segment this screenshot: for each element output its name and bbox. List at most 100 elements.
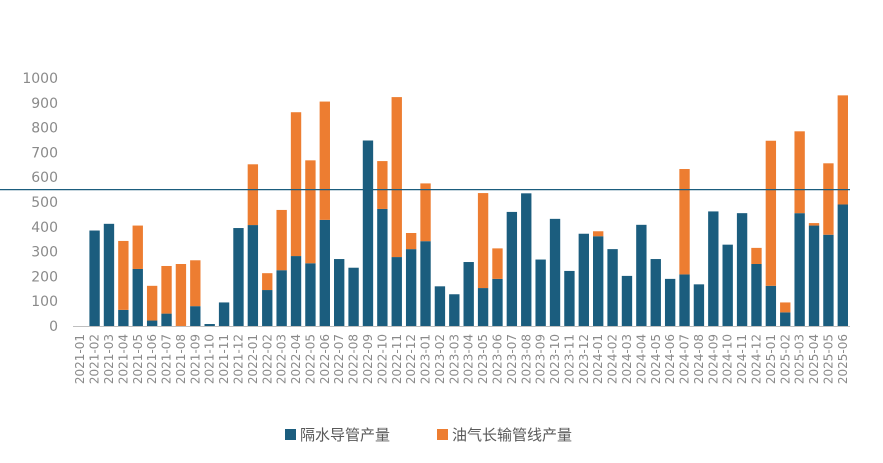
bar-riser-pipe <box>348 267 359 326</box>
bar-riser-pipe <box>334 259 345 326</box>
bar-riser-pipe <box>578 233 589 326</box>
x-tick-label: 2025-01 <box>764 334 778 384</box>
bar-riser-pipe <box>161 313 172 326</box>
bar-pipeline <box>405 233 417 250</box>
x-tick-label: 2023-01 <box>419 334 433 384</box>
bars <box>89 95 848 326</box>
bar-riser-pipe <box>218 302 230 326</box>
bar-riser-pipe <box>621 275 633 326</box>
bar-riser-pipe <box>449 294 460 326</box>
bar-riser-pipe <box>607 249 618 326</box>
x-tick-label: 2022-12 <box>404 334 418 384</box>
bar-riser-pipe <box>535 259 546 326</box>
bar-riser-pipe <box>837 204 848 326</box>
y-tick-label: 100 <box>31 294 58 310</box>
bar-pipeline <box>808 223 820 226</box>
x-tick-label: 2024-07 <box>678 334 692 384</box>
bar-riser-pipe <box>434 286 446 326</box>
x-tick-label: 2024-06 <box>663 334 677 384</box>
y-tick-label: 400 <box>31 220 58 236</box>
bar-pipeline <box>247 164 259 226</box>
bar-riser-pipe <box>664 278 676 326</box>
x-tick-label: 2021-08 <box>174 334 188 384</box>
bar-pipeline <box>290 112 302 257</box>
bar-pipeline <box>190 260 201 307</box>
x-tick-label: 2024-03 <box>620 334 634 384</box>
y-tick-label: 1000 <box>22 71 58 87</box>
x-tick-label: 2021-10 <box>203 334 217 384</box>
bar-riser-pipe <box>679 274 690 326</box>
bar-riser-pipe <box>765 285 777 326</box>
x-tick-label: 2023-07 <box>505 334 519 384</box>
bar-riser-pipe <box>305 263 316 326</box>
x-tick-label: 2021-09 <box>188 334 202 384</box>
bar-riser-pipe <box>362 140 374 326</box>
bar-riser-pipe <box>492 278 503 326</box>
bar-riser-pipe <box>736 213 748 326</box>
bar-riser-pipe <box>636 224 647 326</box>
bar-pipeline <box>823 163 834 235</box>
bar-riser-pipe <box>276 270 287 326</box>
x-tick-label: 2022-09 <box>361 334 375 384</box>
bar-pipeline <box>132 225 143 269</box>
bar-pipeline <box>780 302 791 313</box>
bar-riser-pipe <box>823 234 834 326</box>
bar-pipeline <box>837 95 848 205</box>
x-tick-label: 2024-02 <box>606 334 620 384</box>
bar-riser-pipe <box>722 244 733 326</box>
bar-riser-pipe <box>190 306 201 326</box>
bar-riser-pipe <box>89 230 100 326</box>
x-tick-label: 2021-06 <box>145 334 159 384</box>
x-tick-label: 2025-06 <box>836 334 850 384</box>
y-tick-label: 300 <box>31 245 58 261</box>
bar-riser-pipe <box>780 312 791 326</box>
x-tick-label: 2023-10 <box>548 334 562 384</box>
legend-swatch-riser-pipe <box>285 429 296 440</box>
x-tick-label: 2021-03 <box>102 334 116 384</box>
bar-riser-pipe <box>794 213 805 326</box>
x-tick-label: 2025-04 <box>807 334 821 384</box>
y-tick-label: 600 <box>31 170 58 186</box>
bar-pipeline <box>161 265 172 314</box>
bar-riser-pipe <box>247 225 259 326</box>
bar-pipeline <box>262 273 273 291</box>
x-tick-label: 2022-07 <box>332 334 346 384</box>
x-tick-label: 2023-09 <box>534 334 548 384</box>
legend-swatch-pipeline <box>437 429 448 440</box>
bar-riser-pipe <box>420 241 431 326</box>
x-tick-label: 2021-02 <box>88 334 102 384</box>
x-tick-label: 2024-04 <box>634 334 648 384</box>
x-tick-label: 2025-05 <box>821 334 835 384</box>
x-tick-label: 2023-11 <box>562 334 576 384</box>
x-tick-label: 2022-05 <box>303 334 317 384</box>
bar-riser-pipe <box>391 257 402 326</box>
x-tick-label: 2024-12 <box>749 334 763 384</box>
y-tick-label: 500 <box>31 195 58 211</box>
bar-riser-pipe <box>405 249 417 326</box>
bar-pipeline <box>377 161 388 209</box>
x-tick-label: 2024-05 <box>649 334 663 384</box>
bar-pipeline <box>751 247 762 264</box>
bar-pipeline <box>276 209 287 271</box>
bar-pipeline <box>420 183 431 242</box>
x-tick-label: 2022-06 <box>318 334 332 384</box>
x-tick-label: 2023-03 <box>447 334 461 384</box>
x-tick-label: 2023-06 <box>490 334 504 384</box>
bar-riser-pipe <box>506 211 518 326</box>
bar-riser-pipe <box>693 284 705 326</box>
bar-pipeline <box>794 131 805 214</box>
x-tick-label: 2023-08 <box>519 334 533 384</box>
bar-riser-pipe <box>377 208 388 326</box>
y-axis-ticks: 0 100 200 300 400 500 600 700 800 900 1000 <box>22 71 58 335</box>
bar-riser-pipe <box>751 264 762 326</box>
bar-riser-pipe <box>477 288 489 326</box>
bar-pipeline <box>118 240 129 310</box>
y-tick-label: 200 <box>31 269 58 285</box>
legend: 隔水导管产量 油气长输管线产量 <box>285 426 572 444</box>
bar-riser-pipe <box>262 290 273 326</box>
bar-riser-pipe <box>132 268 143 326</box>
x-tick-label: 2021-11 <box>217 334 231 384</box>
bar-pipeline <box>679 169 690 275</box>
x-tick-label: 2022-11 <box>390 334 404 384</box>
